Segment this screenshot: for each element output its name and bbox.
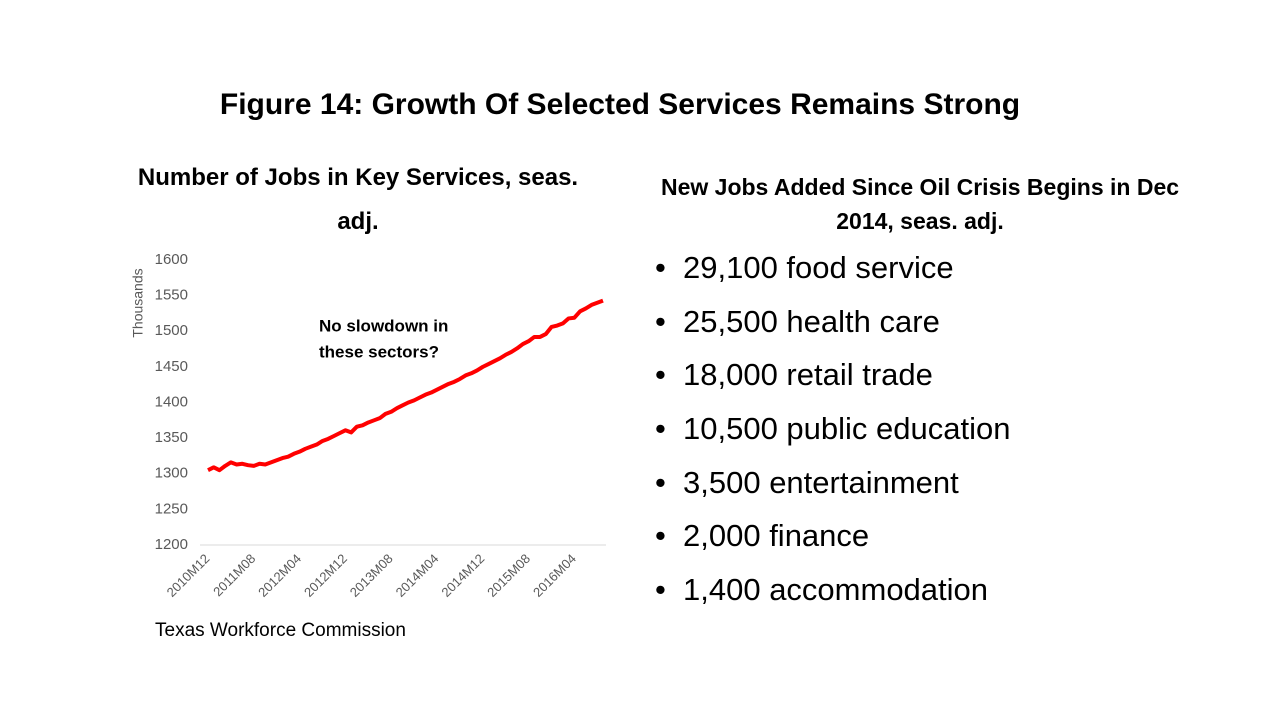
x-tick-label: 2013M08 xyxy=(347,551,396,600)
y-tick-label: 1600 xyxy=(155,251,188,268)
x-tick-label: 2012M12 xyxy=(301,551,350,600)
y-tick-label: 1250 xyxy=(155,500,188,517)
x-tick-label: 2014M12 xyxy=(438,551,487,600)
bullet-item: 3,500 entertainment xyxy=(655,461,1010,515)
y-tick-label: 1500 xyxy=(155,322,188,339)
source: Texas Workforce Commission xyxy=(155,620,406,641)
list-title: New Jobs Added Since Oil Crisis Begins i… xyxy=(660,174,1180,234)
y-tick-label: 1200 xyxy=(155,536,188,553)
bullet-item: 29,100 food service xyxy=(655,246,1010,300)
bullet-item: 25,500 health care xyxy=(655,300,1010,354)
y-tick-label: 1300 xyxy=(155,465,188,482)
y-tick-label: 1450 xyxy=(155,358,188,375)
slide-title: Figure 14: Growth Of Selected Services R… xyxy=(219,88,1021,121)
chart-title: Number of Jobs in Key Services, seas. ad… xyxy=(137,164,579,235)
x-tick-label: 2014M04 xyxy=(393,551,442,600)
bullet-item: 10,500 public education xyxy=(655,407,1010,461)
annotation: these sectors? xyxy=(319,342,439,361)
x-tick-label: 2015M08 xyxy=(484,551,533,600)
x-tick-label: 2010M12 xyxy=(164,551,213,600)
data-line xyxy=(207,298,604,473)
y-tick-label: 1400 xyxy=(155,393,188,410)
bullet-list: 29,100 food service25,500 health care18,… xyxy=(655,246,1010,622)
x-tick-label: 2012M04 xyxy=(255,551,304,600)
bullet-item: 1,400 accommodation xyxy=(655,568,1010,622)
y-axis-label: Thousands xyxy=(130,268,146,337)
y-tick-label: 1550 xyxy=(155,287,188,304)
bullet-item: 18,000 retail trade xyxy=(655,353,1010,407)
annotation: No slowdown in xyxy=(319,316,448,335)
x-tick-label: 2011M08 xyxy=(210,551,258,599)
y-tick-label: 1350 xyxy=(155,429,188,446)
x-tick-label: 2016M04 xyxy=(530,551,579,600)
bullet-item: 2,000 finance xyxy=(655,514,1010,568)
